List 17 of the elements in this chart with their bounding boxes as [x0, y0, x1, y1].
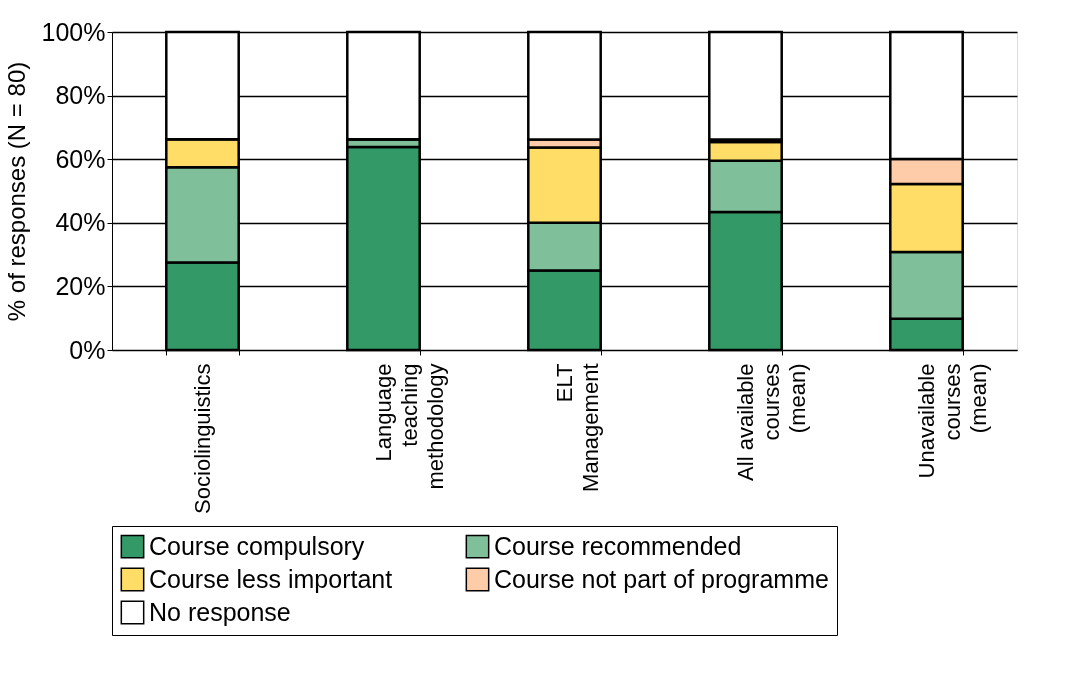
x-tick-label: Language teaching methodology	[371, 363, 448, 490]
x-tick-label: All available courses (mean)	[733, 363, 810, 481]
legend-label: No response	[149, 597, 291, 626]
legend-label: Course not part of programme	[494, 564, 829, 593]
y-axis-title: % of responses (N = 80)	[2, 61, 30, 322]
x-tick-label: ELT Management	[552, 363, 603, 492]
x-tick-label: Unavailable courses (mean)	[914, 363, 991, 479]
legend-label: Course less important	[149, 564, 393, 593]
y-tick-label: 100%	[41, 17, 106, 46]
y-tick-label: 20%	[55, 271, 106, 300]
y-tick-label: 40%	[55, 208, 106, 237]
y-tick-label: 80%	[55, 81, 106, 110]
y-tick-label: 60%	[55, 144, 106, 173]
legend-label: Course compulsory	[149, 531, 365, 560]
x-tick-label: Sociolinguistics	[190, 363, 215, 514]
legend-label: Course recommended	[494, 531, 742, 560]
y-tick-label: 0%	[69, 335, 106, 364]
